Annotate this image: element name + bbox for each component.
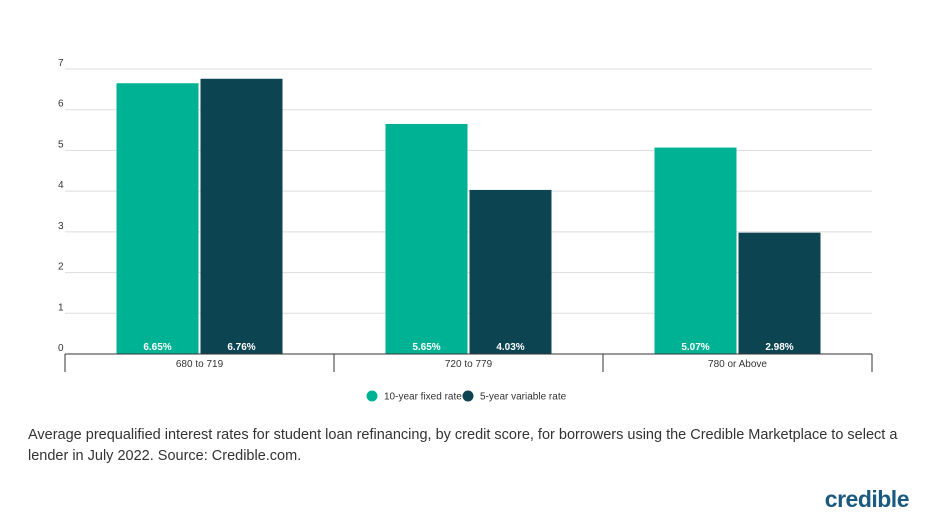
x-category-label: 780 or Above <box>708 359 767 370</box>
bar-value-label: 5.65% <box>412 342 440 353</box>
y-tick-label-3: 3 <box>58 221 64 232</box>
bar-2-1 <box>385 123 468 354</box>
bar-3-2 <box>738 232 821 354</box>
gridlines <box>65 68 872 314</box>
x-axis: 680 to 719 720 to 779 780 or Above <box>64 353 873 372</box>
bar-value-label: 4.03% <box>496 342 524 353</box>
bar-1-2 <box>200 78 283 355</box>
bar-1-1 <box>116 83 199 354</box>
bar-value-label: 6.76% <box>227 342 255 353</box>
bar-2-2 <box>469 189 552 354</box>
y-tick-label-5: 5 <box>58 139 64 150</box>
legend-label-2: 5-year variable rate <box>480 392 567 403</box>
bar-3-1 <box>654 147 737 354</box>
bar-value-label: 2.98% <box>765 342 793 353</box>
legend: 10-year fixed rate 5-year variable rate <box>366 390 567 403</box>
x-category-label: 720 to 779 <box>445 359 493 370</box>
legend-label-1: 10-year fixed rate <box>384 392 462 403</box>
y-tick-label-7: 7 <box>58 58 64 69</box>
y-axis-ticks: 0 1 2 3 4 5 6 7 <box>58 58 64 354</box>
y-tick-label-6: 6 <box>58 99 64 110</box>
credible-logo: credible <box>824 486 910 512</box>
y-tick-label-0: 0 <box>58 343 64 354</box>
y-tick-label-4: 4 <box>58 180 64 191</box>
bar-value-label: 5.07% <box>681 342 709 353</box>
legend-marker-2 <box>462 390 474 402</box>
bar-value-label: 6.65% <box>143 342 171 353</box>
y-tick-label-1: 1 <box>58 302 64 313</box>
x-category-label: 680 to 719 <box>176 359 224 370</box>
chart-caption: Average prequalified interest rates for … <box>28 427 898 464</box>
legend-marker-1 <box>366 390 378 402</box>
bars: 6.65% 6.76% 5.65% 4.03% 5.07% 2.98% <box>116 78 821 355</box>
y-tick-label-2: 2 <box>58 262 64 273</box>
